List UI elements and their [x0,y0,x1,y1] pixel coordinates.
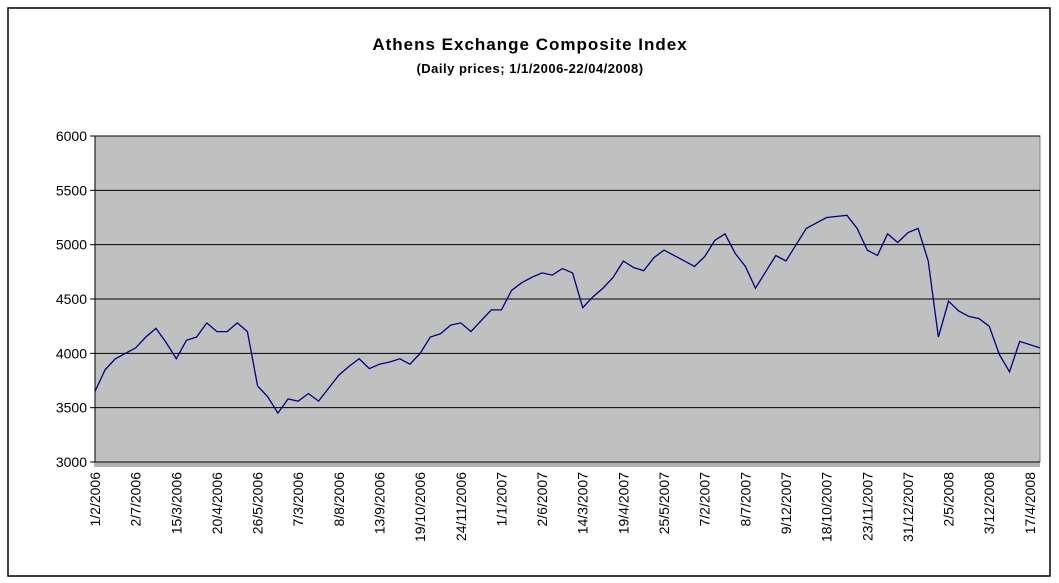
x-tick-label: 24/11/2006 [453,472,469,541]
y-tick-label: 3500 [56,400,87,416]
y-tick-label: 5500 [56,182,87,198]
x-tick-label: 2/5/2008 [941,472,957,527]
x-tick-label: 31/12/2007 [900,472,916,542]
x-tick-label: 9/12/2007 [778,472,794,534]
y-tick-label: 4000 [56,345,87,361]
x-tick-label: 8/8/2006 [331,472,347,527]
x-tick-label: 1/2/2006 [87,472,103,527]
x-tick-label: 17/4/2008 [1022,472,1038,534]
chart-subtitle: (Daily prices; 1/1/2006-22/04/2008) [416,61,643,76]
x-tick-label: 19/10/2006 [412,472,428,542]
y-tick-label: 5000 [56,237,87,253]
x-tick-label: 25/5/2007 [656,472,672,534]
x-tick-label: 7/2/2007 [697,472,713,527]
x-tick-label: 1/1/2007 [493,472,509,527]
data-line [94,214,1041,415]
x-tick-label: 13/9/2006 [372,472,388,534]
y-tick-label: 4500 [56,291,87,307]
x-tick-label: 2/6/2007 [534,472,550,527]
x-tick-label: 3/12/2008 [981,472,997,534]
x-tick-label: 20/4/2006 [209,472,225,534]
x-tick-label: 14/3/2007 [575,472,591,534]
x-tick-label: 26/5/2006 [250,472,266,534]
x-tick-label: 18/10/2007 [819,472,835,542]
x-tick-label: 23/11/2007 [859,472,875,541]
chart-title: Athens Exchange Composite Index [372,35,687,54]
x-tick-label: 7/3/2006 [290,472,306,527]
y-tick-label: 6000 [56,128,87,144]
x-tick-label: 15/3/2006 [168,472,184,534]
x-tick-label: 2/7/2006 [128,472,144,527]
x-tick-label: 19/4/2007 [615,472,631,534]
x-tick-label: 8/7/2007 [737,472,753,527]
y-tick-label: 3000 [56,454,87,470]
